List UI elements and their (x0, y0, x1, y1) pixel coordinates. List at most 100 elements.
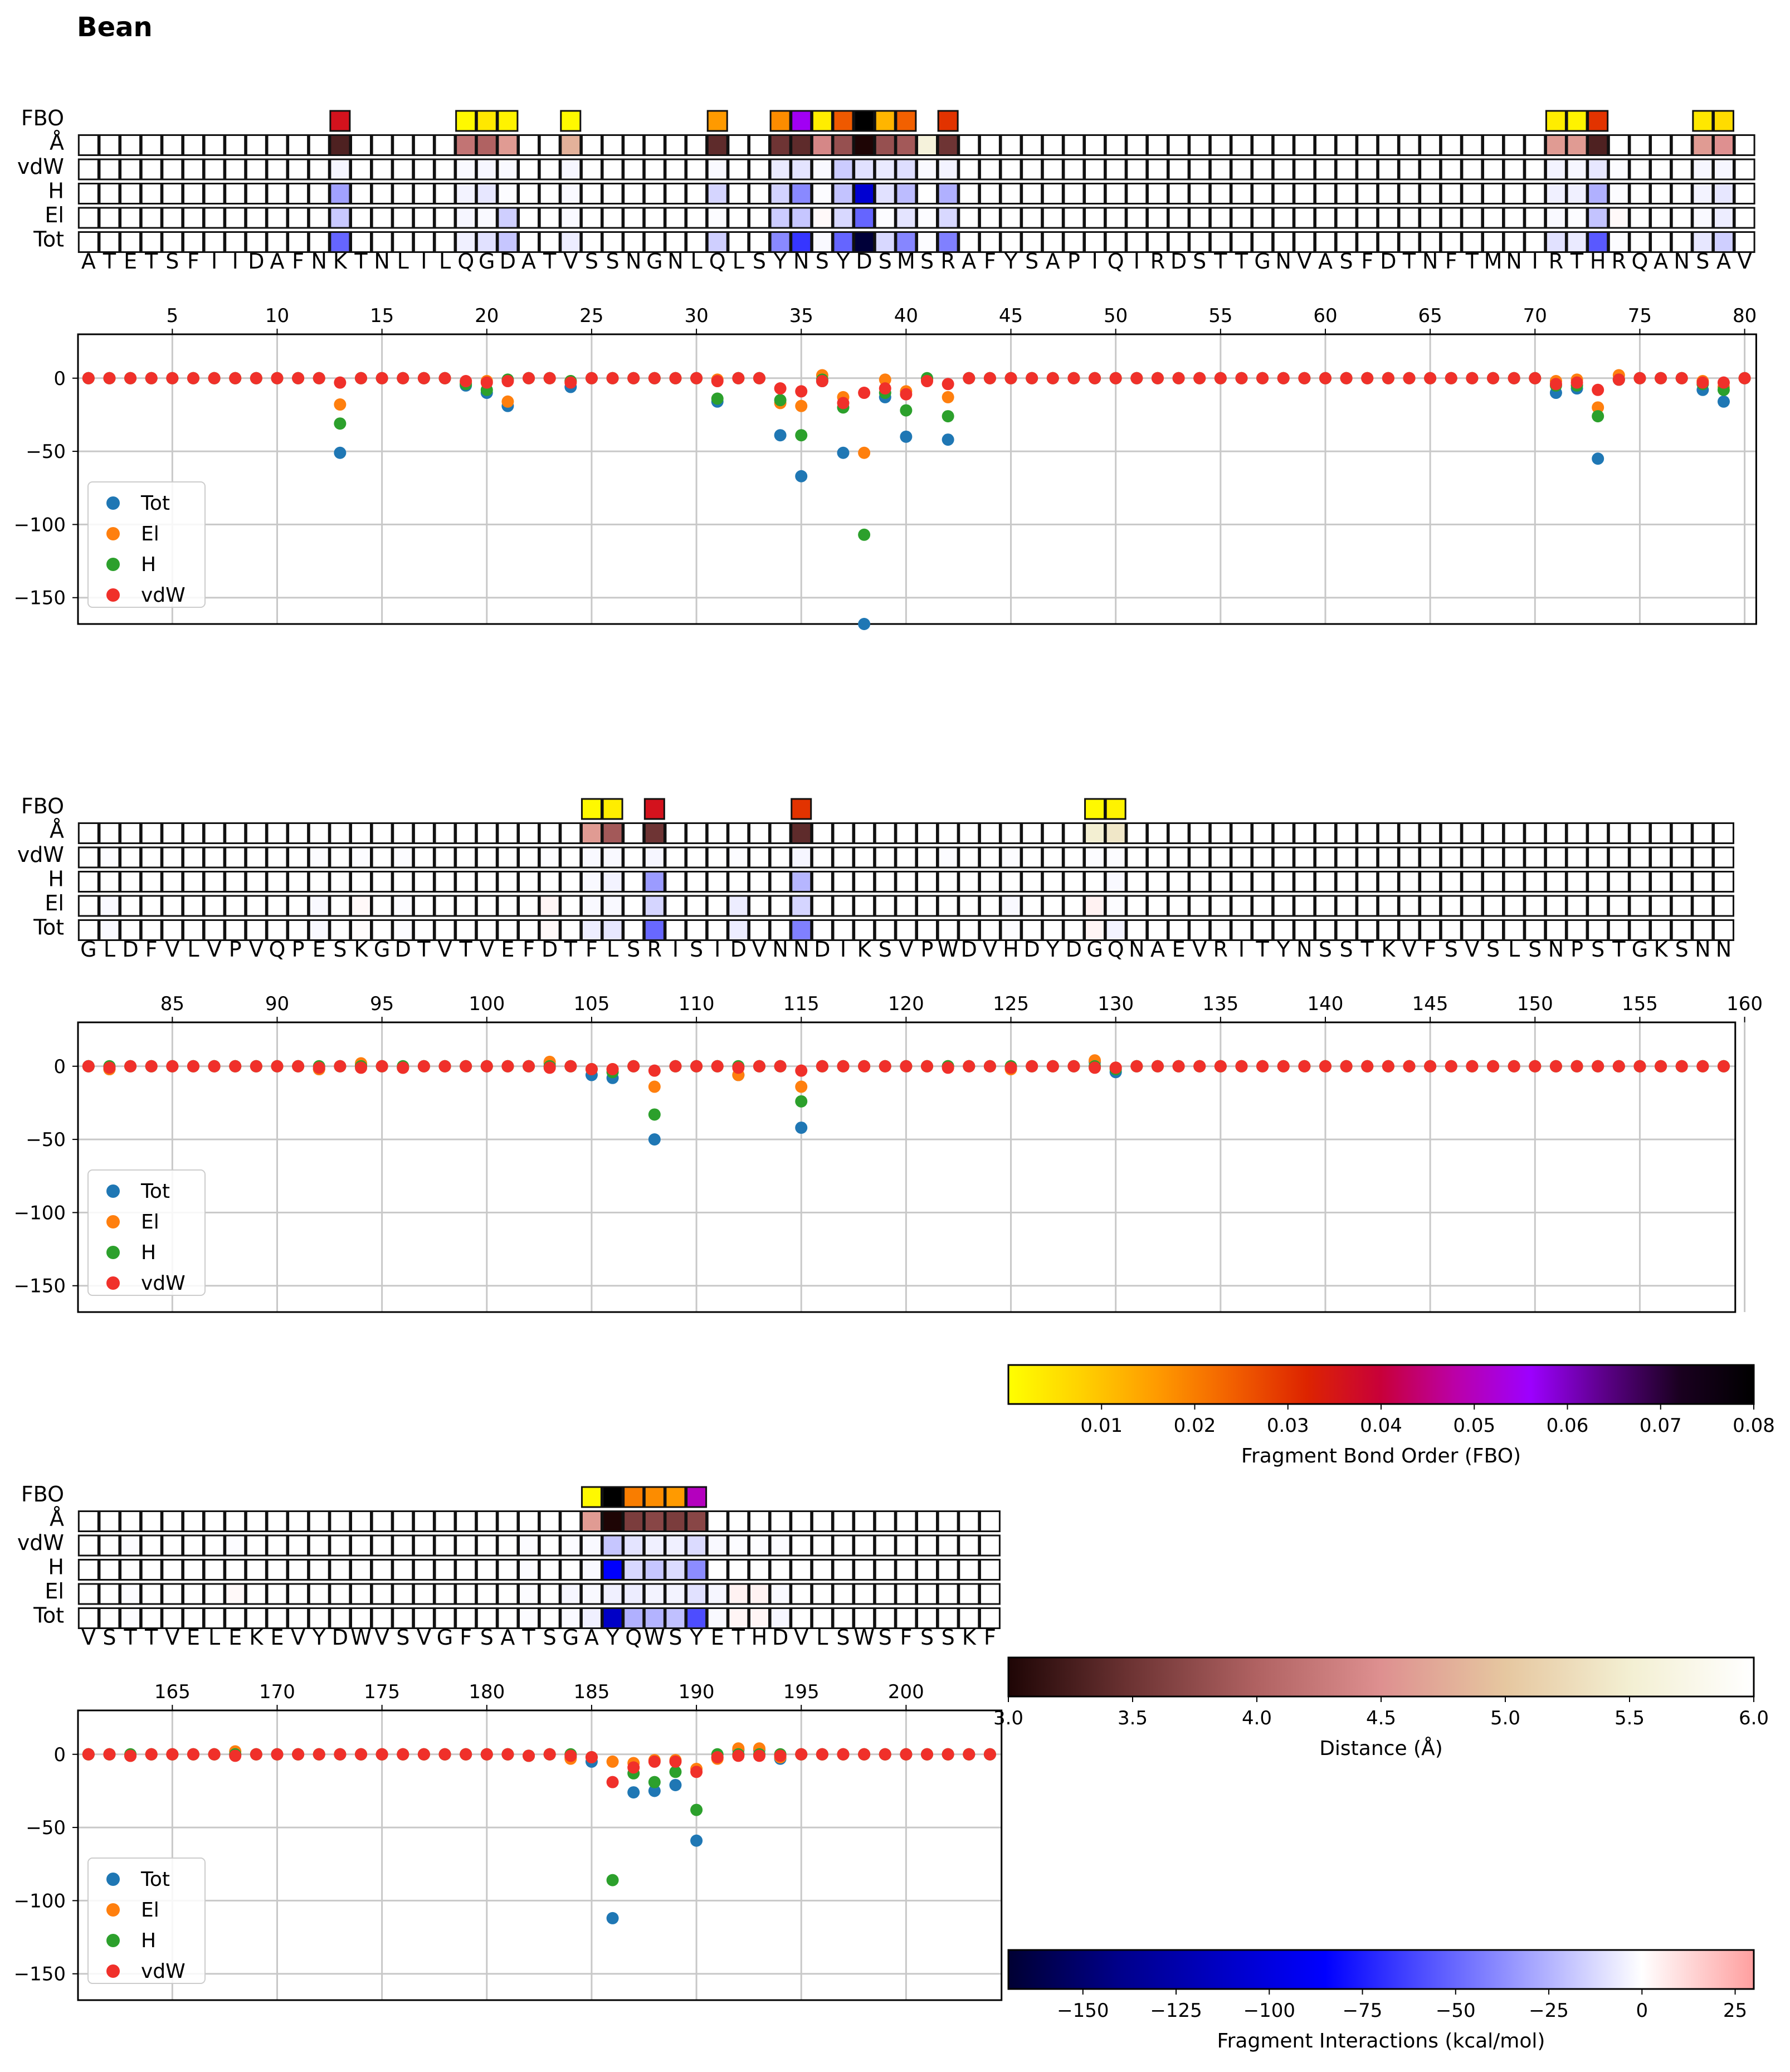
point-vdw (208, 1060, 221, 1072)
energy-cell-vdw (392, 1534, 414, 1557)
point-vdw (879, 1748, 891, 1761)
energy-cell-vdw (182, 158, 204, 181)
sequence-letter: Y (1276, 937, 1290, 962)
distance-cell (497, 134, 519, 156)
sequence-letter: E (124, 249, 137, 274)
energy-cell-vdw (1209, 158, 1231, 181)
energy-cell-tot (728, 1607, 749, 1629)
point-vdw (1508, 1060, 1520, 1072)
point-vdw (648, 372, 661, 384)
point-vdw (585, 372, 598, 384)
point-vdw (313, 1061, 325, 1074)
energy-cell-h (308, 183, 330, 204)
energy-cell-el (706, 207, 728, 229)
energy-cell-tot (916, 231, 938, 253)
energy-cell-tot (1545, 231, 1567, 253)
distance-cell (476, 134, 498, 156)
energy-cell-tot (308, 231, 330, 253)
distance-cell (1629, 134, 1651, 156)
energy-cell-h (1629, 183, 1651, 204)
energy-cell-h (581, 871, 602, 893)
energy-cell-vdw (832, 1534, 854, 1557)
point-vdw (1067, 1060, 1080, 1072)
sequence-letter: A (81, 249, 96, 274)
energy-cell-tot (623, 919, 645, 941)
energy-cell-h (329, 1559, 351, 1581)
sequence-letter: N (1548, 937, 1564, 962)
energy-cell-el (623, 1583, 645, 1605)
point-vdw (82, 372, 95, 384)
energy-cell-vdw (1734, 158, 1755, 181)
energy-cell-vdw (1545, 158, 1567, 181)
energy-cell-h (1734, 183, 1755, 204)
x-tick-label: 60 (1313, 305, 1337, 327)
energy-cell-el (874, 1583, 896, 1605)
colorbar-tick-label: 0.01 (1080, 1415, 1123, 1437)
energy-cell-tot (162, 919, 183, 941)
energy-cell-tot (728, 231, 749, 253)
energy-cell-vdw (1147, 158, 1168, 181)
sequence-letter: S (627, 937, 640, 962)
energy-cell-el (476, 207, 498, 229)
colorbar-tick-label: 0.02 (1174, 1415, 1216, 1437)
distance-cell (769, 1510, 791, 1532)
legend-label: H (141, 1929, 156, 1952)
energy-cell-vdw (350, 846, 372, 869)
energy-cell-vdw (791, 1534, 812, 1557)
energy-cell-h (1629, 871, 1651, 893)
point-vdw (375, 1748, 388, 1761)
energy-cell-vdw (874, 158, 896, 181)
y-tick-label: −150 (14, 1275, 66, 1298)
distance-cell (203, 1510, 225, 1532)
energy-cell-el (99, 1583, 120, 1605)
energy-cell-el (1713, 207, 1734, 229)
sequence-letter: S (836, 1625, 850, 1650)
energy-cell-h (1105, 871, 1126, 893)
energy-cell-el (581, 1583, 602, 1605)
energy-cell-h (1105, 183, 1126, 204)
energy-cell-tot (476, 919, 498, 941)
point-vdw (229, 372, 242, 384)
sequence-letter: K (1654, 937, 1669, 962)
energy-cell-tot (1440, 919, 1462, 941)
sequence-letter: G (1632, 937, 1648, 962)
energy-cell-vdw (245, 846, 267, 869)
energy-cell-vdw (895, 846, 917, 869)
energy-cell-el (1000, 895, 1022, 917)
distance-cell (1545, 134, 1567, 156)
energy-cell-h (686, 183, 708, 204)
energy-cell-h (245, 871, 267, 893)
energy-cell-el (287, 895, 309, 917)
energy-cell-vdw (791, 158, 812, 181)
sequence-letter: V (417, 1625, 431, 1650)
energy-cell-h (1335, 871, 1357, 893)
energy-cell-vdw (832, 158, 854, 181)
energy-cell-el (937, 1583, 959, 1605)
energy-cell-h (791, 183, 812, 204)
energy-cell-el (979, 1583, 1001, 1605)
sequence-letter: D (1380, 249, 1396, 274)
energy-cell-el (811, 1583, 833, 1605)
distance-cell (686, 1510, 708, 1532)
energy-cell-vdw (99, 846, 120, 869)
sequence-letter: L (690, 249, 702, 274)
energy-cell-h (1587, 871, 1609, 893)
energy-cell-tot (1377, 231, 1399, 253)
sequence-letter: N (1276, 249, 1291, 274)
distance-cell (413, 1510, 435, 1532)
energy-cell-el (623, 895, 645, 917)
row-label: FBO (21, 106, 64, 130)
point-vdw (397, 1061, 409, 1074)
energy-cell-el (853, 207, 875, 229)
energy-cell-vdw (329, 158, 351, 181)
point-vdw (523, 372, 535, 384)
energy-cell-h (811, 871, 833, 893)
distance-cell (162, 1510, 183, 1532)
energy-cell-vdw (476, 846, 498, 869)
energy-cell-vdw (1420, 158, 1441, 181)
legend-marker-el (106, 1215, 120, 1228)
energy-cell-vdw (728, 846, 749, 869)
energy-cell-el (832, 1583, 854, 1605)
point-vdw (334, 1060, 347, 1072)
energy-cell-el (769, 207, 791, 229)
